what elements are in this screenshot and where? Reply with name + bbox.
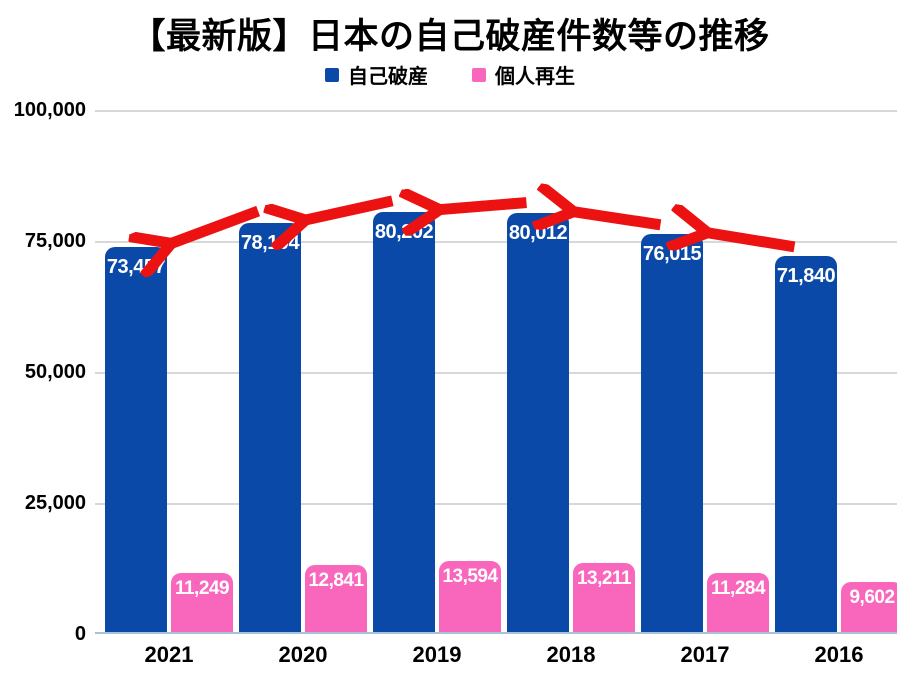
chart-legend: 自己破産 個人再生 <box>0 60 900 89</box>
gridline <box>95 110 897 112</box>
bar-個人再生-2020: 12,841 <box>305 565 367 632</box>
bar-個人再生-2016: 9,602 <box>841 582 897 632</box>
y-tick-label: 25,000 <box>24 492 86 514</box>
bar-個人再生-2018: 13,211 <box>573 563 635 632</box>
bar-value-label: 12,841 <box>308 570 364 591</box>
y-tick-label: 75,000 <box>24 230 86 252</box>
bar-value-label: 76,015 <box>642 243 702 265</box>
gridline <box>95 503 897 505</box>
bar-個人再生-2019: 13,594 <box>439 561 501 632</box>
bar-value-label: 13,594 <box>442 566 498 587</box>
bar-value-label: 80,012 <box>508 222 568 244</box>
gridline <box>95 241 897 243</box>
legend-label: 個人再生 <box>495 66 575 88</box>
bar-自己破産-2017: 76,015 <box>641 234 703 632</box>
x-tick-label-2018: 2018 <box>546 642 596 667</box>
bar-自己破産-2020: 78,104 <box>239 223 301 632</box>
bar-value-label: 71,840 <box>776 265 836 287</box>
legend-swatch-blue <box>325 67 339 82</box>
x-tick-label-2021: 2021 <box>144 642 194 667</box>
bar-自己破産-2016: 71,840 <box>775 256 837 632</box>
bar-value-label: 13,211 <box>576 568 632 589</box>
bar-value-label: 73,457 <box>106 256 166 278</box>
gridline <box>95 372 897 374</box>
y-tick-label: 50,000 <box>24 361 86 383</box>
bar-自己破産-2018: 80,012 <box>507 213 569 632</box>
x-tick-label-2019: 2019 <box>412 642 462 667</box>
x-tick-label-2020: 2020 <box>278 642 328 667</box>
bar-自己破産-2019: 80,202 <box>373 212 435 632</box>
bar-value-label: 11,249 <box>174 578 230 599</box>
bar-value-label: 11,284 <box>710 578 766 599</box>
x-tick-label-2016: 2016 <box>814 642 864 667</box>
legend-item-kojinsaisei: 個人再生 <box>472 60 575 89</box>
bar-value-label: 78,104 <box>240 232 300 254</box>
legend-item-jikohasan: 自己破産 <box>325 60 428 89</box>
legend-label: 自己破産 <box>348 66 428 88</box>
x-tick-label-2017: 2017 <box>680 642 730 667</box>
plot-area: 73,457 11,249 78,104 12,841 80,202 13,594 80,0… <box>95 110 897 634</box>
bar-個人再生-2021: 11,249 <box>171 573 233 632</box>
bar-value-label: 9,602 <box>849 587 895 608</box>
legend-swatch-pink <box>472 67 486 82</box>
y-tick-label: 100,000 <box>13 99 86 121</box>
chart-title: 【最新版】日本の自己破産件数等の推移 <box>130 17 770 56</box>
y-tick-label: 0 <box>74 623 86 645</box>
bar-value-label: 80,202 <box>374 221 434 243</box>
bar-個人再生-2017: 11,284 <box>707 573 769 632</box>
bar-自己破産-2021: 73,457 <box>105 247 167 632</box>
